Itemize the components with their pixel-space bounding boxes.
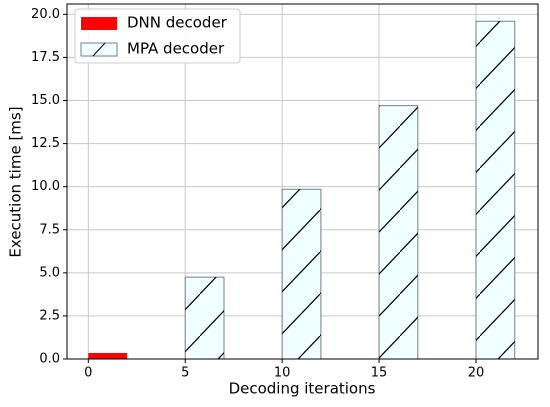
y-tick-label: 17.5 (31, 50, 60, 65)
x-tick-label: 10 (274, 366, 291, 381)
y-tick-label: 2.5 (39, 308, 60, 323)
x-tick-label: 5 (181, 366, 189, 381)
y-tick-label: 0.0 (39, 352, 60, 367)
bar-hatch (379, 105, 418, 359)
legend-swatch (81, 17, 117, 30)
legend-label: MPA decoder (127, 40, 225, 58)
x-axis-label: Decoding iterations (229, 380, 376, 398)
y-tick-label: 20.0 (31, 7, 60, 22)
x-tick-label: 20 (468, 366, 485, 381)
x-tick-label: 15 (371, 366, 388, 381)
bar-hatch (185, 277, 224, 359)
plot-frame (66, 3, 539, 360)
y-tick-label: 10.0 (31, 179, 60, 194)
y-tick-label: 12.5 (31, 136, 60, 151)
legend-hatch (92, 42, 106, 57)
y-axis-label: Execution time [ms] (7, 106, 25, 257)
bar-hatch (282, 189, 321, 359)
bar (88, 352, 128, 359)
x-tick-label: 0 (84, 366, 92, 381)
legend-label: DNN decoder (127, 14, 228, 32)
y-tick-label: 5.0 (39, 265, 60, 280)
bar-hatch (475, 21, 515, 360)
y-tick-label: 7.5 (39, 222, 60, 237)
y-tick-label: 15.0 (31, 93, 60, 108)
